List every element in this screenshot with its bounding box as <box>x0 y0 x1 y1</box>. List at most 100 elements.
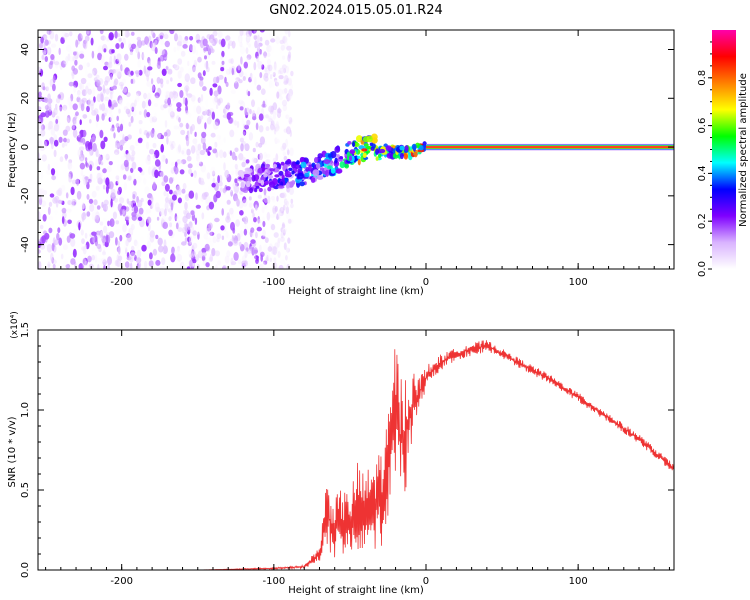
noise-blob <box>250 239 256 244</box>
ridge-blob <box>278 163 282 170</box>
noise-blob <box>289 30 294 39</box>
noise-blob <box>120 155 125 160</box>
noise-blob <box>245 47 249 54</box>
noise-blob <box>227 43 230 50</box>
noise-blob <box>168 164 174 171</box>
noise-blob <box>156 76 161 84</box>
noise-blob <box>97 257 102 263</box>
noise-blob <box>201 251 207 257</box>
noise-blob <box>152 154 156 160</box>
noise-blob <box>233 251 239 261</box>
ridge-blob <box>308 164 312 172</box>
noise-blob <box>177 160 183 168</box>
noise-blob <box>259 36 263 42</box>
noise-blob <box>251 74 256 82</box>
ridge-blob <box>371 143 376 149</box>
noise-blob <box>192 230 197 236</box>
noise-blob <box>93 77 98 82</box>
noise-blob <box>101 201 104 208</box>
noise-blob <box>58 136 63 143</box>
noise-blob <box>276 135 281 142</box>
noise-blob <box>131 43 137 49</box>
noise-blob <box>104 80 109 86</box>
noise-blob <box>65 192 69 199</box>
noise-blob <box>152 208 157 218</box>
noise-blob <box>80 30 84 39</box>
ridge-blob <box>352 141 356 148</box>
noise-blob <box>70 258 76 265</box>
noise-blob <box>120 99 123 106</box>
noise-blob <box>170 253 176 263</box>
noise-blob <box>87 255 92 263</box>
noise-blob <box>179 90 184 98</box>
noise-blob <box>78 64 83 71</box>
noise-blob <box>176 185 181 192</box>
noise-blob <box>274 121 278 127</box>
noise-blob <box>255 122 259 131</box>
noise-blob <box>199 180 205 186</box>
noise-blob <box>130 251 136 259</box>
noise-blob <box>187 241 192 247</box>
noise-blob <box>51 97 55 105</box>
noise-blob <box>273 263 278 269</box>
noise-blob <box>176 107 182 112</box>
noise-blob <box>186 81 190 86</box>
noise-blob <box>76 178 80 187</box>
noise-blob <box>53 163 59 169</box>
noise-blob <box>220 38 226 48</box>
noise-blob <box>264 67 268 73</box>
noise-blob <box>130 78 134 84</box>
noise-blob <box>198 157 202 164</box>
noise-blob <box>216 233 222 240</box>
noise-blob <box>50 127 56 136</box>
noise-blob <box>144 186 150 195</box>
noise-blob <box>77 148 82 158</box>
noise-blob <box>206 172 211 180</box>
noise-blob <box>146 92 152 102</box>
noise-blob <box>75 111 79 116</box>
noise-blob <box>61 31 65 38</box>
spectrogram-x-tick-label: 100 <box>569 277 588 288</box>
noise-blob <box>57 39 61 47</box>
noise-blob <box>258 152 263 161</box>
noise-blob <box>154 159 161 167</box>
noise-blob <box>82 174 86 182</box>
noise-blob <box>234 119 237 126</box>
noise-blob <box>221 50 225 58</box>
noise-blob <box>104 96 110 102</box>
noise-blob <box>47 125 51 131</box>
noise-blob <box>100 140 106 150</box>
noise-blob <box>285 199 290 204</box>
ridge-blob <box>284 161 291 165</box>
noise-blob <box>230 187 233 193</box>
noise-blob <box>89 148 92 157</box>
noise-blob <box>81 97 88 103</box>
noise-blob <box>242 199 248 207</box>
noise-blob <box>211 111 215 120</box>
ridge-blob <box>274 174 280 178</box>
ridge-blob <box>285 182 290 189</box>
noise-blob <box>122 174 127 180</box>
noise-blob <box>121 30 127 37</box>
noise-blob <box>135 45 140 54</box>
noise-blob <box>279 206 285 214</box>
noise-blob <box>119 123 124 132</box>
noise-blob <box>202 86 207 92</box>
noise-blob <box>199 149 206 156</box>
noise-blob <box>97 264 100 269</box>
noise-blob <box>145 141 150 150</box>
noise-blob <box>99 104 102 111</box>
noise-blob <box>192 173 198 181</box>
noise-blob <box>56 232 60 241</box>
noise-blob <box>74 210 79 217</box>
noise-blob <box>57 187 63 197</box>
ridge-blob <box>255 185 260 189</box>
noise-blob <box>64 61 68 68</box>
noise-blob <box>67 219 72 225</box>
noise-blob <box>287 78 292 86</box>
noise-blob <box>229 207 234 215</box>
noise-blob <box>276 213 279 220</box>
noise-blob <box>270 123 275 131</box>
noise-blob <box>146 216 152 224</box>
noise-blob <box>283 242 287 250</box>
